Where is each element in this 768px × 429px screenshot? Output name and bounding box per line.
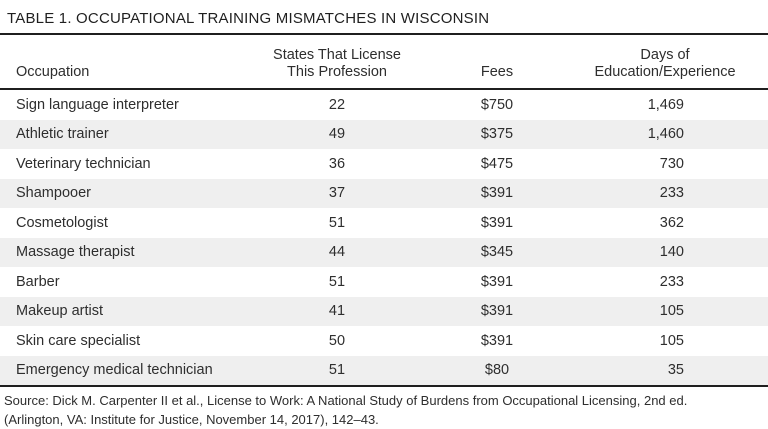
table-row: Emergency medical technician 51 $80 35 (0, 356, 768, 387)
column-header-states: States That License This Profession (262, 35, 412, 89)
cell-days: 105 (582, 326, 768, 356)
cell-states-count: 51 (262, 208, 412, 238)
cell-fees: $391 (412, 267, 582, 297)
column-header-line: Days of (582, 47, 748, 64)
cell-fees: $375 (412, 120, 582, 150)
table-title-block: TABLE 1. OCCUPATIONAL TRAINING MISMATCHE… (0, 0, 768, 35)
cell-states-count: 41 (262, 297, 412, 327)
cell-days: 362 (582, 208, 768, 238)
table-body: Sign language interpreter 22 $750 1,469 … (0, 89, 768, 386)
table-row: Massage therapist 44 $345 140 (0, 238, 768, 268)
cell-states-count: 22 (262, 89, 412, 120)
cell-states-count: 36 (262, 149, 412, 179)
column-header-line: Fees (412, 64, 582, 81)
cell-states-count: 44 (262, 238, 412, 268)
occupational-training-table: Occupation States That License This Prof… (0, 35, 768, 387)
cell-states-count: 50 (262, 326, 412, 356)
cell-occupation: Skin care specialist (0, 326, 262, 356)
cell-days: 140 (582, 238, 768, 268)
cell-fees: $80 (412, 356, 582, 387)
cell-fees: $391 (412, 208, 582, 238)
table-title: TABLE 1. OCCUPATIONAL TRAINING MISMATCHE… (7, 10, 489, 27)
cell-occupation: Shampooer (0, 179, 262, 209)
cell-fees: $391 (412, 326, 582, 356)
table-row: Shampooer 37 $391 233 (0, 179, 768, 209)
table-header: Occupation States That License This Prof… (0, 35, 768, 89)
source-line-1: Source: Dick M. Carpenter II et al., Lic… (4, 392, 760, 411)
table-row: Veterinary technician 36 $475 730 (0, 149, 768, 179)
cell-fees: $391 (412, 179, 582, 209)
source-note: Source: Dick M. Carpenter II et al., Lic… (0, 387, 768, 429)
column-header-occupation: Occupation (0, 35, 262, 89)
cell-days: 35 (582, 356, 768, 387)
column-header-line: Occupation (16, 64, 262, 81)
cell-occupation: Athletic trainer (0, 120, 262, 150)
cell-states-count: 49 (262, 120, 412, 150)
table-row: Sign language interpreter 22 $750 1,469 (0, 89, 768, 120)
cell-occupation: Sign language interpreter (0, 89, 262, 120)
cell-occupation: Barber (0, 267, 262, 297)
cell-states-count: 51 (262, 356, 412, 387)
column-header-line: States That License (262, 47, 412, 64)
cell-days: 233 (582, 179, 768, 209)
table-row: Skin care specialist 50 $391 105 (0, 326, 768, 356)
column-header-line: Education/Experience (582, 64, 748, 81)
table-row: Makeup artist 41 $391 105 (0, 297, 768, 327)
cell-fees: $475 (412, 149, 582, 179)
cell-fees: $391 (412, 297, 582, 327)
cell-fees: $345 (412, 238, 582, 268)
cell-states-count: 37 (262, 179, 412, 209)
cell-occupation: Makeup artist (0, 297, 262, 327)
cell-fees: $750 (412, 89, 582, 120)
table-row: Athletic trainer 49 $375 1,460 (0, 120, 768, 150)
cell-days: 105 (582, 297, 768, 327)
cell-days: 233 (582, 267, 768, 297)
table-row: Barber 51 $391 233 (0, 267, 768, 297)
cell-days: 730 (582, 149, 768, 179)
source-line-2: (Arlington, VA: Institute for Justice, N… (4, 411, 760, 429)
cell-occupation: Cosmetologist (0, 208, 262, 238)
column-header-fees: Fees (412, 35, 582, 89)
header-row: Occupation States That License This Prof… (0, 35, 768, 89)
cell-days: 1,460 (582, 120, 768, 150)
cell-occupation: Veterinary technician (0, 149, 262, 179)
cell-states-count: 51 (262, 267, 412, 297)
table-row: Cosmetologist 51 $391 362 (0, 208, 768, 238)
cell-occupation: Emergency medical technician (0, 356, 262, 387)
cell-days: 1,469 (582, 89, 768, 120)
column-header-days: Days of Education/Experience (582, 35, 768, 89)
cell-occupation: Massage therapist (0, 238, 262, 268)
column-header-line: This Profession (262, 64, 412, 81)
